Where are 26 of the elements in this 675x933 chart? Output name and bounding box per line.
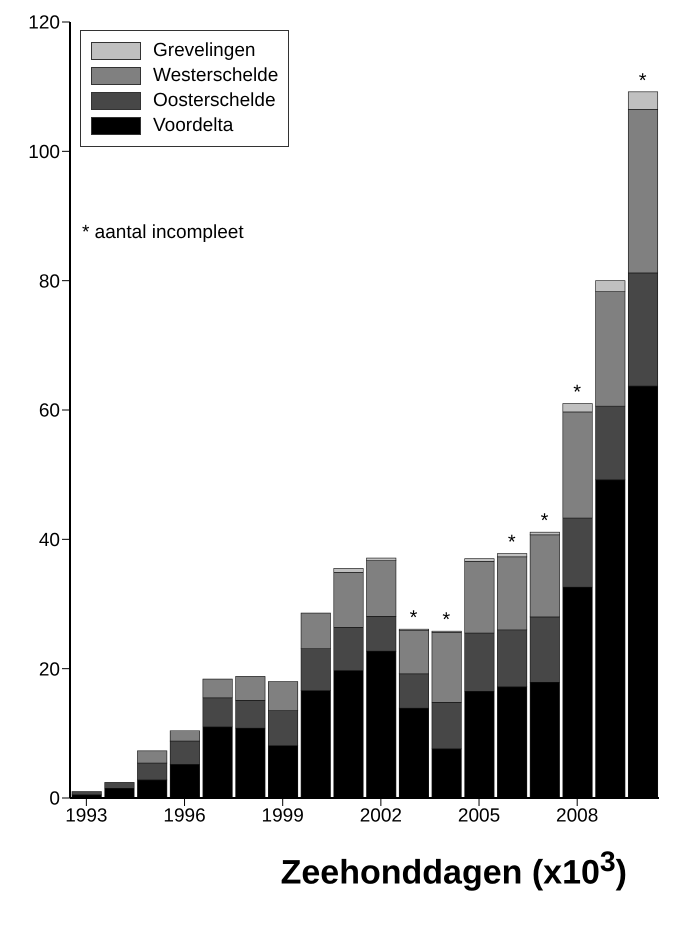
x-tick-label: 2005 [458, 805, 500, 826]
y-tick-label: 80 [38, 271, 60, 292]
annotation: * [540, 510, 549, 532]
x-tick-label: 1999 [262, 805, 304, 826]
x-tick-label: 2002 [360, 805, 402, 826]
x-tick-label: 1993 [65, 805, 108, 826]
annotation: * [638, 70, 647, 92]
legend-label: Grevelingen [153, 40, 256, 62]
x-axis-title: Zeehonddagen (x10$^{3}$) [280, 846, 628, 892]
x-tick-label: 1996 [163, 805, 206, 826]
annotation: * [573, 382, 582, 404]
y-tick-label: 100 [28, 142, 60, 164]
y-tick-label: 60 [38, 400, 60, 422]
y-tick-label: 40 [38, 530, 60, 552]
legend-label: Voordelta [153, 115, 234, 137]
legend-label: Westerschelde [153, 65, 278, 87]
legend-label: Oosterschelde [153, 90, 276, 112]
annotation: * aantal incompleet [82, 222, 244, 244]
x-tick-label: 2008 [556, 805, 598, 826]
y-tick-label: 20 [38, 659, 60, 680]
bar [72, 791, 102, 796]
annotation: * [508, 532, 516, 554]
annotation: * [410, 607, 418, 630]
y-tick-label: 120 [28, 12, 60, 34]
y-tick-label: 0 [49, 788, 60, 810]
annotation: * [442, 609, 450, 632]
